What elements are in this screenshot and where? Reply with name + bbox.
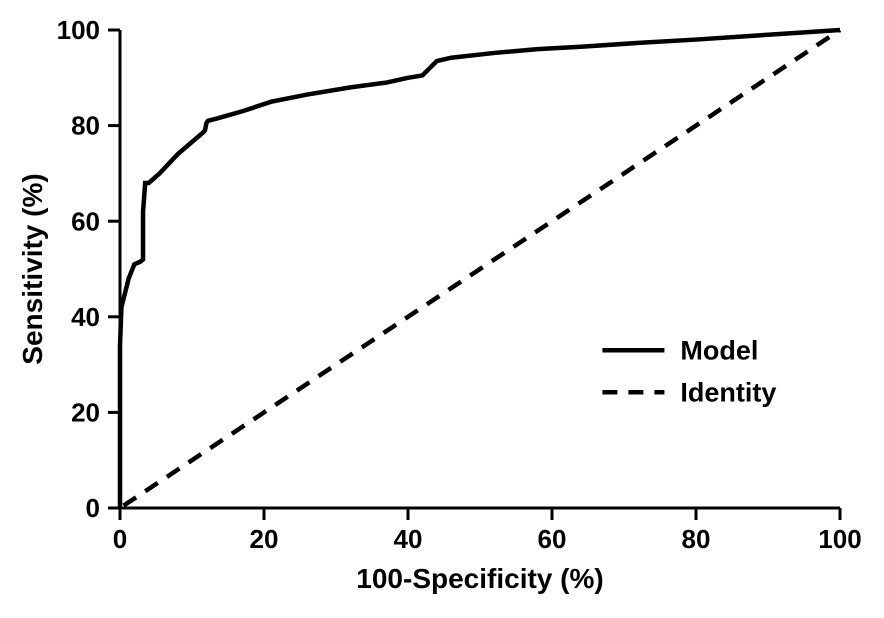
roc-chart: 0 20 40 60 80 100 0 20 40 60 80 100 100-Specificity … — [0, 0, 884, 618]
y-tick-label: 80 — [71, 111, 100, 141]
x-tick-label: 80 — [682, 524, 711, 554]
x-tick-label: 40 — [394, 524, 423, 554]
y-tick-label: 60 — [71, 206, 100, 236]
legend-label: Model — [680, 336, 758, 366]
y-tick-label: 40 — [71, 302, 100, 332]
y-tick-label: 0 — [86, 493, 100, 523]
x-tick-label: 0 — [113, 524, 127, 554]
legend-label: Identity — [680, 378, 776, 408]
x-tick-label: 100 — [818, 524, 861, 554]
x-axis-label: 100-Specificity (%) — [356, 563, 603, 594]
x-tick-label: 20 — [250, 524, 279, 554]
x-tick-label: 60 — [538, 524, 567, 554]
y-tick-label: 100 — [57, 15, 100, 45]
y-axis-label: Sensitivity (%) — [17, 173, 48, 364]
y-tick-label: 20 — [71, 398, 100, 428]
